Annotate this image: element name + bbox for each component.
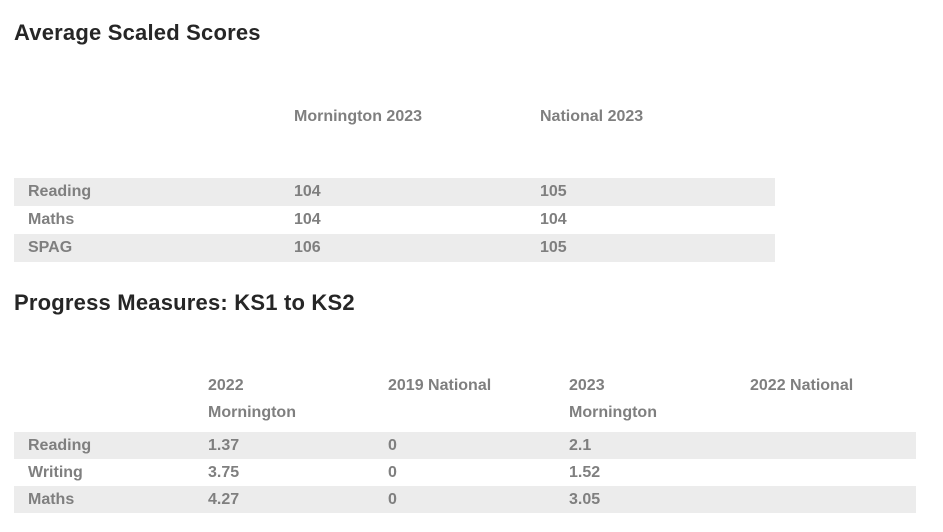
progress-col-header-2023-mornington: 2023 Mornington <box>569 377 657 421</box>
progress-section-title: Progress Measures: KS1 to KS2 <box>14 290 355 315</box>
progress-col-header-2022-mornington: 2022 Mornington <box>208 377 296 421</box>
value-cell: 105 <box>540 183 567 200</box>
row-label-cell: Reading <box>28 183 92 200</box>
value-cell: 104 <box>540 211 567 228</box>
row-label-cell: Maths <box>28 211 75 228</box>
table-row-writing: Writing 3.75 0 1.52 <box>14 459 916 486</box>
value-cell: 2.1 <box>569 436 592 454</box>
value-cell: 104 <box>294 211 321 228</box>
value-cell <box>736 432 916 459</box>
scores-col-header-mornington-2023: Mornington 2023 <box>294 108 423 125</box>
value-cell <box>736 459 916 486</box>
value-cell: 4.27 <box>208 490 240 508</box>
value-cell: 0 <box>388 463 397 481</box>
scores-section-title: Average Scaled Scores <box>14 20 261 45</box>
value-cell: 104 <box>294 183 321 200</box>
progress-header-row: 2022 Mornington 2019 National 2023 Morni… <box>14 368 916 432</box>
scores-header-row: Mornington 2023 National 2023 <box>14 90 775 178</box>
table-row-reading: Reading 104 105 <box>14 178 775 206</box>
table-row-maths: Maths 104 104 <box>14 206 775 234</box>
progress-col-header-2022-national: 2022 National <box>750 377 854 394</box>
progress-table: 2022 Mornington 2019 National 2023 Morni… <box>14 368 916 513</box>
value-cell: 3.05 <box>569 490 601 508</box>
row-label-cell: Reading <box>28 436 92 454</box>
value-cell: 3.75 <box>208 463 240 481</box>
scores-col-header-national-2023: National 2023 <box>540 108 644 125</box>
value-cell: 106 <box>294 239 321 256</box>
value-cell: 0 <box>388 436 397 454</box>
scores-table: Mornington 2023 National 2023 Reading 10… <box>14 90 775 262</box>
scores-col-header-blank <box>14 90 280 178</box>
row-label-cell: Maths <box>28 490 75 508</box>
table-row-maths: Maths 4.27 0 3.05 <box>14 486 916 513</box>
row-label-cell: SPAG <box>28 239 73 256</box>
progress-col-header-2019-national: 2019 National <box>388 377 492 394</box>
row-label-cell: Writing <box>28 463 83 481</box>
table-row-reading: Reading 1.37 0 2.1 <box>14 432 916 459</box>
value-cell <box>736 486 916 513</box>
value-cell: 0 <box>388 490 397 508</box>
value-cell: 105 <box>540 239 567 256</box>
progress-col-header-blank <box>14 368 194 432</box>
table-row-spag: SPAG 106 105 <box>14 234 775 262</box>
value-cell: 1.37 <box>208 436 240 454</box>
value-cell: 1.52 <box>569 463 601 481</box>
